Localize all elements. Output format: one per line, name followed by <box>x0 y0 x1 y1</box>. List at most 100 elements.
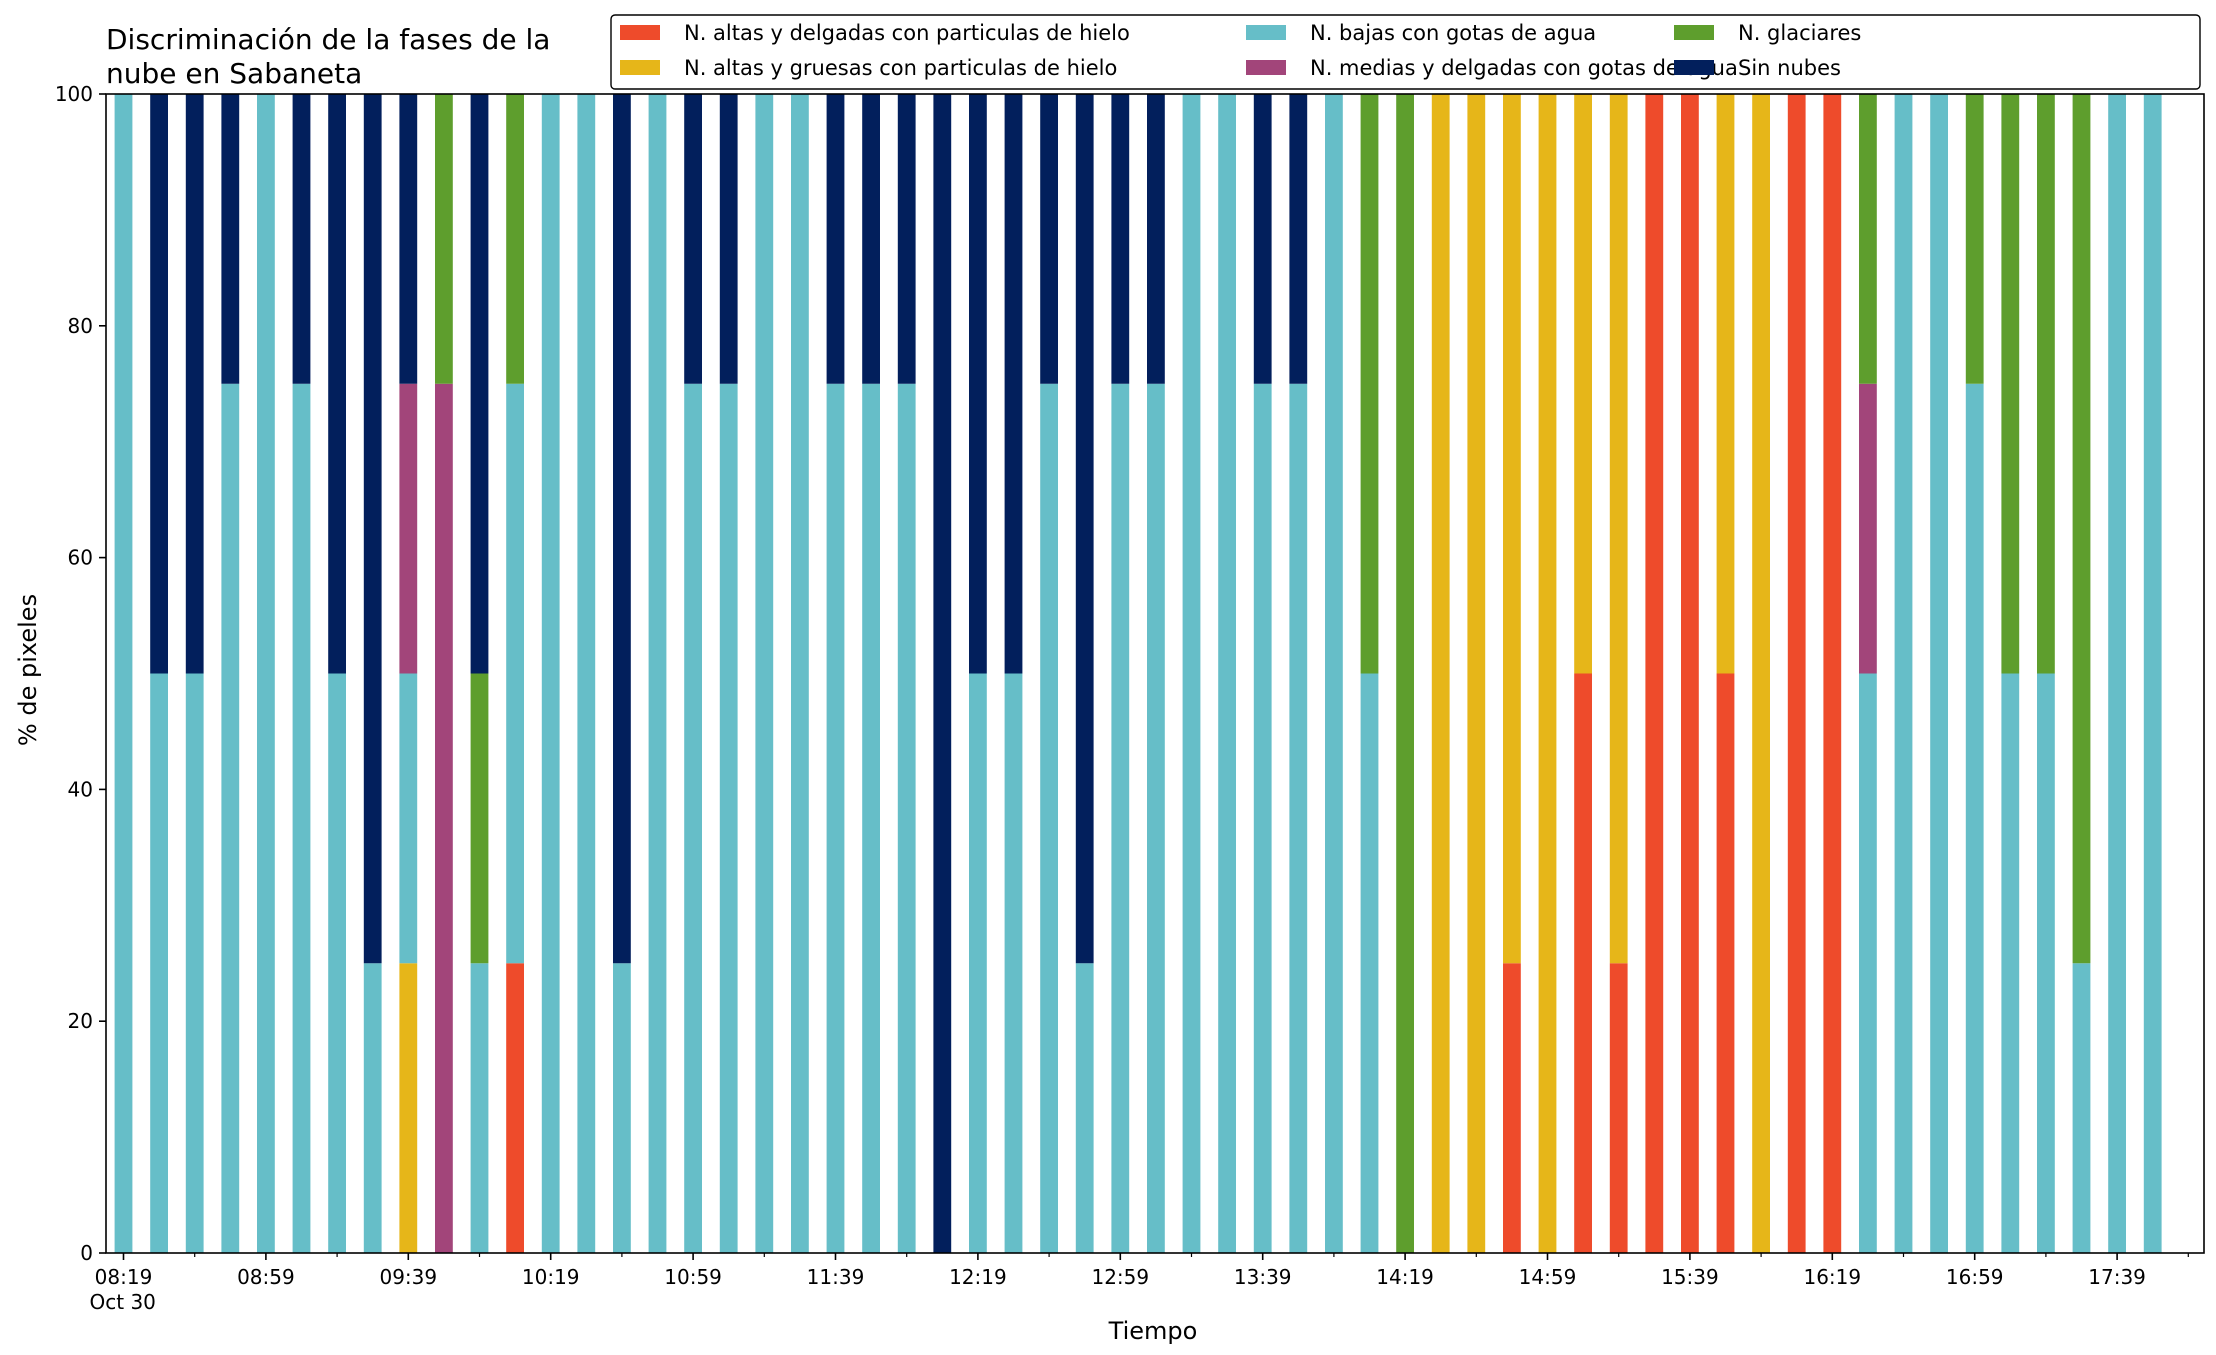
bar-segment-39-s1 <box>1503 94 1521 964</box>
bar-segment-28-s2 <box>1111 383 1130 1253</box>
bar-segment-54-s4 <box>2037 94 2055 674</box>
bar-segment-20-s5 <box>826 94 845 384</box>
bar-segment-49-s4 <box>1859 94 1877 384</box>
bar-segment-27-s5 <box>1075 94 1094 964</box>
bar-segment-20-s2 <box>826 383 845 1253</box>
legend: N. altas y delgadas con particulas de hi… <box>610 14 2201 90</box>
x-tick-label: 14:59 <box>1519 1265 1577 1289</box>
bar-segment-28-s5 <box>1111 94 1130 384</box>
bar-segment-17-s2 <box>719 383 738 1253</box>
plot-frame <box>105 93 2205 1254</box>
chart-title-line: nube en Sabaneta <box>106 57 362 90</box>
bar-segment-1-s2 <box>150 673 168 1253</box>
y-tick-label: 40 <box>68 777 93 801</box>
legend-label: N. altas y gruesas con particulas de hie… <box>684 56 1117 80</box>
bar-segment-44-s0 <box>1681 94 1699 1253</box>
bar-segment-32-s2 <box>1253 383 1272 1253</box>
bar-segment-25-s5 <box>1004 94 1023 674</box>
bar-segment-45-s1 <box>1716 94 1735 674</box>
y-tick-label: 100 <box>55 82 93 106</box>
bar-segment-8-s5 <box>399 94 418 384</box>
bar-segment-8-s3 <box>399 383 418 674</box>
bar-segment-54-s2 <box>2037 673 2055 1253</box>
bar-segment-32-s5 <box>1253 94 1272 384</box>
bars-group <box>114 94 2162 1253</box>
bar-segment-12-s2 <box>541 94 560 1253</box>
bar-segment-43-s0 <box>1645 94 1664 1253</box>
bar-segment-49-s3 <box>1859 383 1877 674</box>
bar-segment-22-s2 <box>897 383 916 1253</box>
bar-segment-34-s2 <box>1325 94 1343 1253</box>
x-tick-label: 11:39 <box>807 1265 865 1289</box>
legend-label: N. altas y delgadas con particulas de hi… <box>684 21 1130 45</box>
bar-segment-2-s2 <box>185 673 204 1253</box>
bar-segment-41-s1 <box>1574 94 1592 674</box>
y-axis-label: % de pixeles <box>14 594 42 746</box>
bar-segment-13-s2 <box>577 94 596 1253</box>
chart-title-line: Discriminación de la fases de la <box>106 23 550 56</box>
x-tick-label: 12:19 <box>949 1265 1007 1289</box>
bar-segment-42-s1 <box>1609 94 1628 964</box>
bar-segment-7-s5 <box>363 94 382 964</box>
bar-segment-41-s0 <box>1574 673 1592 1253</box>
bar-segment-14-s2 <box>613 963 631 1253</box>
legend-swatch <box>620 60 660 75</box>
y-tick-label: 60 <box>68 546 93 570</box>
y-tick-label: 20 <box>68 1009 93 1033</box>
bar-segment-56-s2 <box>2108 94 2126 1253</box>
x-tick-label: 17:39 <box>2088 1265 2146 1289</box>
x-tick-label: 10:59 <box>664 1265 722 1289</box>
x-tick-label: 08:59 <box>237 1265 295 1289</box>
bar-segment-27-s2 <box>1075 963 1094 1253</box>
bar-segment-16-s2 <box>684 383 702 1253</box>
bar-segment-29-s5 <box>1147 94 1165 384</box>
bar-segment-19-s2 <box>791 94 809 1253</box>
legend-swatch <box>1674 25 1714 40</box>
bar-segment-1-s5 <box>150 94 168 674</box>
bar-segment-8-s2 <box>399 673 418 964</box>
bar-segment-55-s4 <box>2072 94 2091 964</box>
x-tick-sublabel: Oct 30 <box>90 1290 156 1314</box>
bar-segment-16-s5 <box>684 94 702 384</box>
legend-swatch <box>1674 60 1714 75</box>
legend-label: Sin nubes <box>1738 56 1841 80</box>
legend-box <box>610 14 2201 90</box>
bar-segment-29-s2 <box>1147 383 1165 1253</box>
legend-label: N. glaciares <box>1738 21 1861 45</box>
bar-segment-18-s2 <box>755 94 774 1253</box>
bar-segment-11-s2 <box>506 383 524 964</box>
bar-segment-36-s4 <box>1396 94 1414 1253</box>
bar-segment-24-s5 <box>969 94 987 674</box>
bar-segment-9-s3 <box>435 383 453 1253</box>
bar-segment-47-s0 <box>1787 94 1806 1253</box>
x-tick-label: 16:19 <box>1803 1265 1861 1289</box>
bar-segment-11-s4 <box>506 94 524 384</box>
bar-segment-6-s2 <box>328 673 346 1253</box>
bar-segment-8-s1 <box>399 963 418 1253</box>
legend-label: N. bajas con gotas de agua <box>1310 21 1596 45</box>
bar-segment-3-s2 <box>221 383 240 1253</box>
x-tick-label: 12:59 <box>1091 1265 1149 1289</box>
bar-segment-33-s2 <box>1289 383 1308 1253</box>
bar-segment-26-s5 <box>1040 94 1058 384</box>
legend-swatch <box>620 25 660 40</box>
bar-segment-23-s5 <box>933 94 952 1253</box>
bar-segment-31-s2 <box>1218 94 1236 1253</box>
bar-segment-49-s2 <box>1859 673 1877 1253</box>
legend-swatch <box>1246 60 1286 75</box>
x-tick-label: 16:59 <box>1946 1265 2004 1289</box>
bar-segment-35-s4 <box>1360 94 1379 674</box>
bar-segment-26-s2 <box>1040 383 1058 1253</box>
bar-segment-0-s2 <box>114 94 133 1253</box>
bar-segment-21-s5 <box>862 94 880 384</box>
bar-segment-17-s5 <box>719 94 738 384</box>
bar-segment-37-s1 <box>1431 94 1450 1253</box>
bar-segment-45-s0 <box>1716 673 1735 1253</box>
bar-segment-53-s4 <box>2001 94 2020 674</box>
bar-segment-2-s5 <box>185 94 204 674</box>
bar-segment-30-s2 <box>1182 94 1201 1253</box>
bar-segment-7-s2 <box>363 963 382 1253</box>
x-tick-label: 09:39 <box>379 1265 437 1289</box>
bar-segment-38-s1 <box>1467 94 1486 1253</box>
